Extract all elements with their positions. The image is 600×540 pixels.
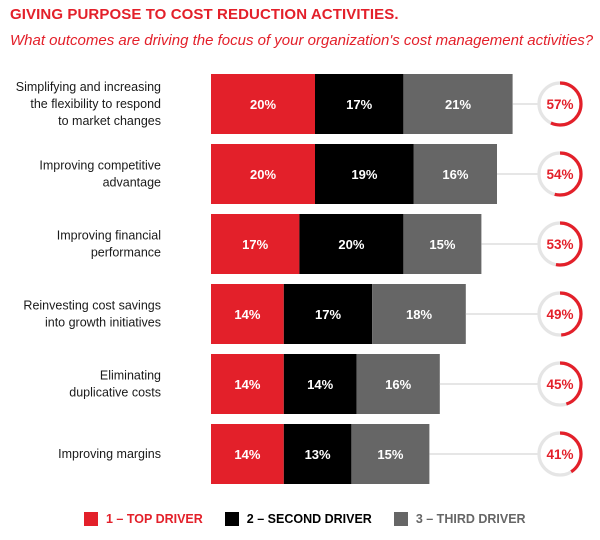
bar-segment-top-5 [211,354,284,414]
bar-value-label-second-2: 19% [351,167,377,182]
bar-segment-third-1 [403,74,513,134]
bar-segment-second-4 [283,284,373,344]
bar-value-label-top-2: 20% [250,167,276,182]
total-ring-arc-6 [537,431,583,477]
bar-value-label-second-1: 17% [346,97,372,112]
bar-row-1: Simplifying and increasing the flexibilit… [16,74,583,134]
category-label-4: Reinvesting cost savings into growth init… [23,299,161,330]
category-label-line: into growth initiatives [45,316,161,330]
category-label-2: Improving competitive advantage [39,159,161,190]
bar-value-label-third-4: 18% [406,307,432,322]
total-value-label-3: 53% [546,237,573,252]
bar-value-label-third-6: 15% [377,447,403,462]
category-label-line: duplicative costs [69,386,161,400]
legend-item-top-driver: 1 – TOP DRIVER [84,512,203,526]
bar-segment-third-5 [356,354,440,414]
total-ring-arc-4 [537,291,583,337]
bar-value-label-top-5: 14% [234,377,260,392]
category-label-6: Improving margins [58,447,161,461]
category-label-line: Simplifying and increasing [16,80,161,94]
bar-segment-second-2 [315,144,414,204]
bar-value-label-top-4: 14% [234,307,260,322]
legend-label-third: 3 – THIRD DRIVER [415,512,526,526]
bar-value-label-third-3: 15% [429,237,455,252]
category-label-line: performance [91,246,161,260]
bar-row-5: Eliminating duplicative costs 14% 14% 16% 45% [69,354,583,414]
total-value-label-4: 49% [546,307,573,322]
total-ring-arc-1 [537,81,583,127]
bar-value-label-top-1: 20% [250,97,276,112]
legend-swatch-second [224,512,239,526]
bar-segment-second-5 [283,354,357,414]
bar-segment-second-6 [283,424,352,484]
bar-value-label-second-6: 13% [305,447,331,462]
bar-segment-second-3 [299,214,404,274]
chart-legend: 1 – TOP DRIVER 2 – SECOND DRIVER 3 – THI… [84,512,526,526]
bar-row-3: Improving financial performance 17% 20% 15% 5… [57,214,583,274]
category-label-line: Improving financial [57,229,161,243]
category-label-line: Improving competitive [39,159,161,173]
category-label-line: Reinvesting cost savings [23,299,161,313]
category-label-3: Improving financial performance [57,229,161,260]
total-ring-arc-2 [537,151,583,197]
bar-value-label-third-1: 21% [445,97,471,112]
bar-segment-top-2 [211,144,315,204]
bar-value-label-top-3: 17% [242,237,268,252]
category-label-line: advantage [103,176,161,190]
legend-label-top: 1 – TOP DRIVER [106,512,203,526]
category-label-line: to market changes [58,114,161,128]
category-label-1: Simplifying and increasing the flexibilit… [16,80,161,128]
bar-segment-third-6 [351,424,430,484]
bar-value-label-top-6: 14% [234,447,260,462]
bar-segment-third-3 [403,214,482,274]
bar-value-label-second-4: 17% [315,307,341,322]
bar-segment-top-1 [211,74,315,134]
total-ring-arc-5 [537,361,583,407]
bar-row-6: Improving margins 14% 13% 15% 41% [58,424,583,484]
bar-value-label-third-2: 16% [442,167,468,182]
bar-row-4: Reinvesting cost savings into growth init… [23,284,583,344]
bar-value-label-second-5: 14% [307,377,333,392]
category-label-line: the flexibility to respond [30,97,161,111]
bar-segment-top-6 [211,424,284,484]
bar-segment-third-2 [413,144,497,204]
bar-segment-second-1 [315,74,404,134]
category-label-5: Eliminating duplicative costs [69,369,161,400]
chart-title: GIVING PURPOSE TO COST REDUCTION ACTIVIT… [10,6,399,23]
total-value-label-6: 41% [546,447,573,462]
legend-item-third-driver: 3 – THIRD DRIVER [393,512,526,526]
total-value-label-5: 45% [546,377,573,392]
total-value-label-1: 57% [546,97,573,112]
legend-swatch-third [393,512,408,526]
legend-item-second-driver: 2 – SECOND DRIVER [224,512,372,526]
chart-subtitle: What outcomes are driving the focus of y… [10,32,594,49]
legend-swatch-top [84,512,98,526]
total-value-label-2: 54% [546,167,573,182]
total-ring-arc-3 [537,221,583,267]
bar-segment-third-4 [372,284,466,344]
bar-value-label-second-3: 20% [338,237,364,252]
legend-label-second: 2 – SECOND DRIVER [246,512,372,526]
category-label-line: Improving margins [58,447,161,461]
category-label-line: Eliminating [100,369,161,383]
bar-row-2: Improving competitive advantage 20% 19% 16% 5… [39,144,583,204]
bar-segment-top-3 [211,214,300,274]
bar-value-label-third-5: 16% [385,377,411,392]
bar-segment-top-4 [211,284,284,344]
